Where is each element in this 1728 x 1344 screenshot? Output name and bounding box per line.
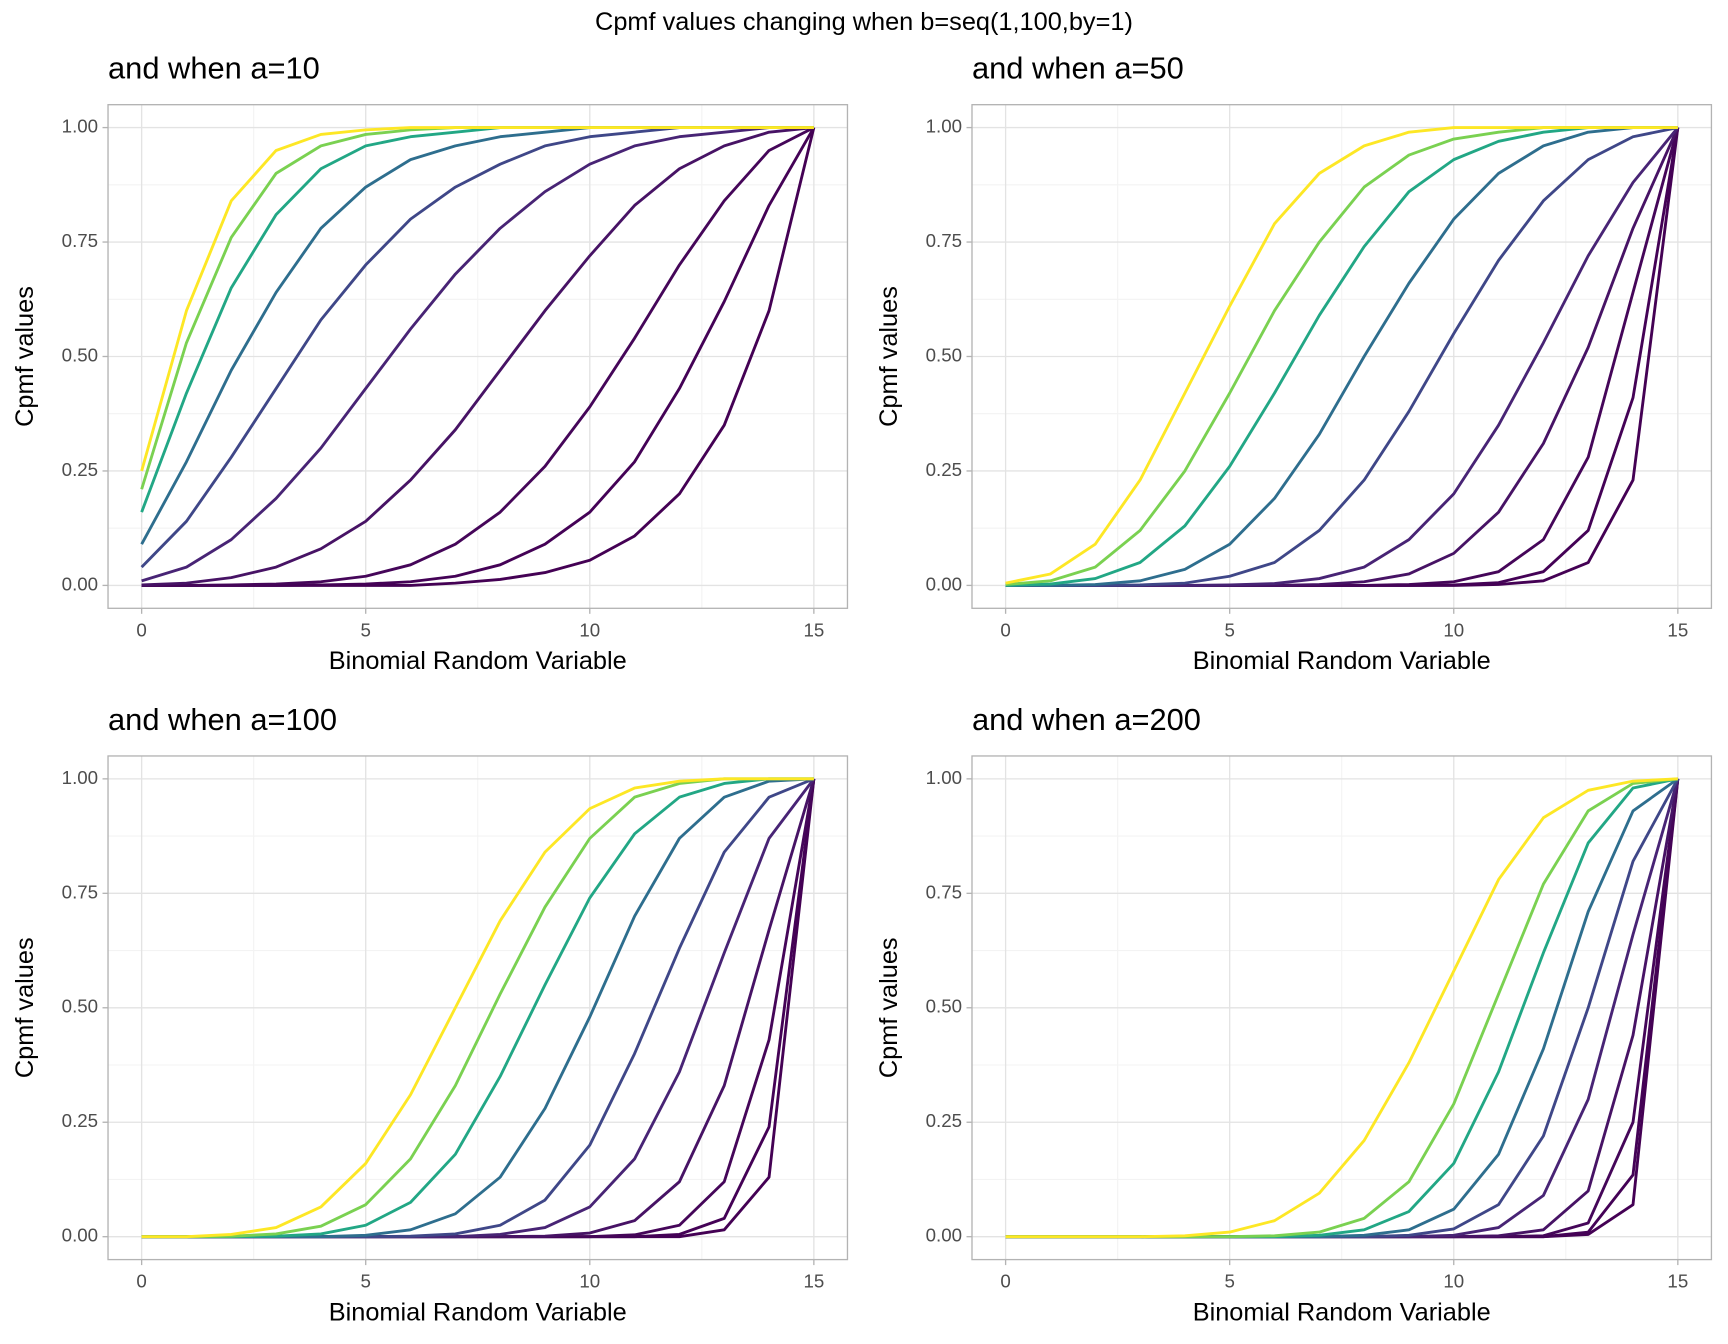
- x-tick-label: 10: [579, 1271, 600, 1292]
- y-tick-label: 0.75: [926, 881, 962, 902]
- y-tick-label: 0.50: [62, 996, 98, 1017]
- panel-title: and when a=10: [108, 51, 320, 86]
- y-tick-label: 0.00: [926, 1225, 962, 1246]
- series-line: [1005, 126, 1678, 587]
- y-tick-label: 0.00: [62, 1225, 98, 1246]
- y-tick-label: 1.00: [62, 767, 98, 788]
- figure-title: Cpmf values changing when b=seq(1,100,by…: [595, 8, 1133, 36]
- x-tick-label: 5: [361, 619, 371, 640]
- plot-border: [971, 755, 1713, 1261]
- x-tick-label: 10: [1443, 1271, 1464, 1292]
- x-tick-label: 0: [1000, 1271, 1010, 1292]
- series-line: [141, 777, 814, 1239]
- series-line: [141, 126, 815, 587]
- x-tick-label: 15: [1667, 619, 1688, 640]
- plot-border: [107, 755, 849, 1261]
- y-tick-label: 0.25: [926, 1110, 962, 1131]
- y-tick-label: 0.50: [926, 996, 962, 1017]
- x-tick-label: 10: [579, 619, 600, 640]
- x-tick-label: 15: [803, 619, 824, 640]
- y-tick-label: 0.75: [62, 881, 98, 902]
- y-tick-label: 0.00: [926, 573, 962, 594]
- y-tick-label: 0.25: [62, 459, 98, 480]
- x-tick-label: 0: [136, 619, 146, 640]
- y-tick-label: 0.25: [926, 459, 962, 480]
- series-line: [1005, 126, 1679, 587]
- series-line: [141, 126, 814, 583]
- series-line: [140, 126, 814, 472]
- panel-title: and when a=100: [108, 702, 337, 737]
- x-tick-label: 15: [803, 1271, 824, 1292]
- x-tick-label: 5: [1224, 1271, 1234, 1292]
- x-tick-label: 5: [1224, 619, 1234, 640]
- y-tick-label: 0.75: [62, 230, 98, 251]
- x-tick-label: 5: [361, 1271, 371, 1292]
- y-tick-label: 1.00: [62, 116, 98, 137]
- y-tick-label: 1.00: [926, 116, 962, 137]
- y-tick-label: 1.00: [926, 767, 962, 788]
- x-tick-label: 15: [1667, 1271, 1688, 1292]
- x-axis-label: Binomial Random Variable: [1193, 1298, 1491, 1326]
- y-axis-label: Cpmf values: [875, 286, 903, 427]
- y-axis-label: Cpmf values: [875, 937, 903, 1078]
- series-line: [1005, 777, 1678, 1239]
- x-tick-label: 0: [1000, 619, 1010, 640]
- plot-border: [107, 104, 849, 609]
- series-line: [1005, 126, 1678, 587]
- x-axis-label: Binomial Random Variable: [1193, 647, 1491, 675]
- panel-title: and when a=50: [972, 51, 1184, 86]
- x-tick-label: 10: [1443, 619, 1464, 640]
- plot-border: [971, 104, 1713, 609]
- y-tick-label: 0.75: [926, 230, 962, 251]
- series-line: [141, 126, 815, 587]
- series-line: [1005, 126, 1678, 585]
- x-axis-label: Binomial Random Variable: [329, 647, 627, 675]
- y-tick-label: 0.50: [62, 344, 98, 365]
- y-tick-label: 0.25: [62, 1110, 98, 1131]
- y-tick-label: 0.00: [62, 573, 98, 594]
- x-tick-label: 0: [136, 1271, 146, 1292]
- panel-title: and when a=200: [972, 702, 1201, 737]
- y-tick-label: 0.50: [926, 344, 962, 365]
- y-axis-label: Cpmf values: [11, 286, 39, 427]
- x-axis-label: Binomial Random Variable: [329, 1298, 627, 1326]
- y-axis-label: Cpmf values: [11, 937, 39, 1078]
